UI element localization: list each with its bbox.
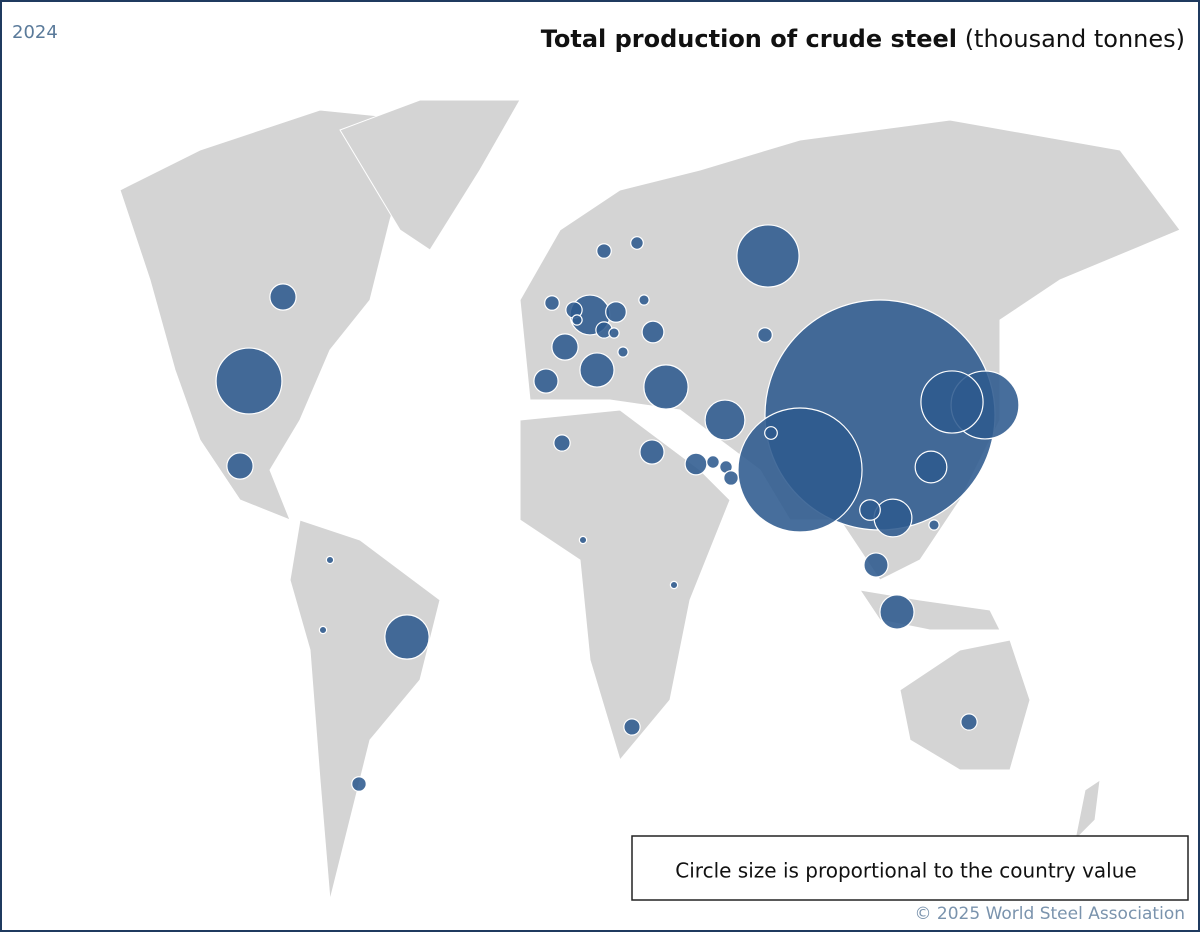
bubble bbox=[757, 327, 773, 343]
bubble bbox=[596, 243, 612, 259]
bubble bbox=[706, 455, 720, 469]
bubble bbox=[351, 776, 367, 792]
bubble bbox=[579, 352, 615, 388]
credit: © 2025 World Steel Association bbox=[915, 904, 1186, 924]
bubble bbox=[723, 470, 739, 486]
bubble bbox=[571, 314, 583, 326]
bubble bbox=[551, 333, 579, 361]
bubble bbox=[638, 294, 650, 306]
bubble bbox=[684, 452, 708, 476]
bubble bbox=[617, 346, 629, 358]
bubble bbox=[704, 399, 746, 441]
bubble bbox=[533, 368, 559, 394]
bubble bbox=[736, 224, 800, 288]
bubble bbox=[863, 552, 889, 578]
bubble bbox=[578, 535, 588, 545]
bubble bbox=[608, 327, 620, 339]
bubble bbox=[737, 407, 863, 533]
bubbles bbox=[215, 224, 1020, 792]
bubble bbox=[920, 370, 984, 434]
bubble bbox=[269, 283, 297, 311]
bubble bbox=[544, 295, 560, 311]
bubble bbox=[623, 718, 641, 736]
bubble bbox=[384, 614, 430, 660]
bubble bbox=[764, 426, 778, 440]
bubble bbox=[553, 434, 571, 452]
bubble bbox=[325, 555, 335, 565]
bubble bbox=[630, 236, 644, 250]
bubble bbox=[641, 320, 665, 344]
bubble bbox=[669, 580, 679, 590]
note-box bbox=[631, 835, 1189, 901]
greenland bbox=[339, 99, 521, 251]
year: 2024 bbox=[12, 22, 58, 43]
note: Circle size is proportional to the count… bbox=[675, 859, 1136, 883]
africa bbox=[519, 409, 731, 762]
bubble bbox=[639, 439, 665, 465]
bubble bbox=[914, 450, 948, 484]
bubble bbox=[643, 364, 689, 410]
bubble bbox=[859, 499, 881, 521]
bubble bbox=[605, 301, 627, 323]
title: Total production of crude steel (thousan… bbox=[541, 25, 1185, 53]
bubble bbox=[879, 594, 915, 630]
bubble bbox=[226, 452, 254, 480]
title-main: Total production of crude steel bbox=[541, 25, 957, 53]
title-unit: (thousand tonnes) bbox=[965, 25, 1185, 53]
north-america bbox=[119, 109, 421, 521]
bubble bbox=[318, 625, 328, 635]
bubble bbox=[873, 498, 913, 538]
bubble bbox=[960, 713, 978, 731]
bubble bbox=[215, 347, 283, 415]
bubble bbox=[928, 519, 940, 531]
new-zealand bbox=[1074, 778, 1101, 842]
australia bbox=[899, 639, 1031, 771]
